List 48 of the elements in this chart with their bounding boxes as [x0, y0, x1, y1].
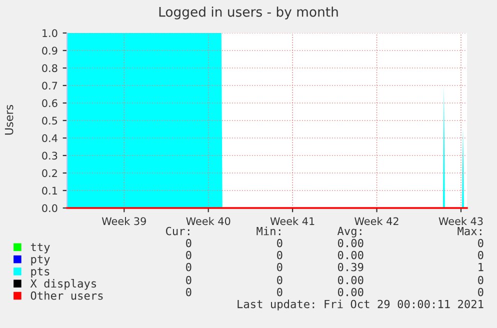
legend-label: tty [30, 243, 50, 254]
text: 0 [277, 238, 282, 248]
text: 0 [186, 262, 192, 272]
text: 0 [186, 250, 192, 260]
text: Last update: Fri Oct 29 00:00:11 2021 [238, 300, 484, 310]
text: 0.00 [338, 238, 364, 248]
y-tick-label: 0.9 [42, 46, 58, 55]
text: Avg: [337, 226, 362, 238]
text: Cur: [166, 226, 190, 236]
y-tick-label: 0.7 [42, 82, 58, 90]
y-tick-label: 0.0 [42, 204, 58, 212]
text: 0 [186, 238, 192, 248]
y-tick-label: 0.1 [42, 186, 58, 195]
x-tick-label: Week 41 [270, 217, 314, 226]
text: 0 [186, 288, 192, 296]
x-tick-label: Week 40 [186, 217, 230, 226]
y-axis-title: Users [4, 104, 14, 135]
y-tick-label: 0.6 [42, 99, 58, 108]
text: 0 [277, 276, 282, 284]
y-tick-label: 0.4 [42, 134, 58, 142]
y-tick-label: 0.2 [42, 169, 57, 178]
text: 0 [478, 276, 484, 284]
y-tick-label: 1.0 [42, 29, 58, 38]
legend-label: Other users [30, 291, 103, 300]
text: Min: [256, 226, 280, 236]
text: 0 [478, 238, 484, 248]
y-tick-label: 0.5 [42, 116, 58, 125]
text: 0 [186, 276, 192, 284]
x-tick-label: Week 42 [354, 217, 398, 226]
text: 0 [478, 250, 484, 260]
text: 0.00 [338, 276, 364, 284]
y-tick-label: 0.3 [42, 152, 58, 160]
legend-label: pts [31, 268, 50, 278]
text: 1 [478, 262, 484, 272]
x-tick-label: Week 43 [438, 217, 483, 226]
text: 0 [277, 250, 282, 260]
text: 0 [277, 262, 282, 272]
chart-title: Logged in users - by month [159, 6, 338, 20]
text: 0.00 [338, 288, 364, 296]
x-tick-label: Week 39 [102, 217, 146, 226]
text: 0 [277, 288, 282, 296]
legend-label: pty [31, 255, 50, 266]
legend-label: X displays [30, 278, 96, 290]
y-tick-label: 0.8 [42, 64, 58, 72]
text: 0 [478, 288, 484, 296]
text: 0.39 [338, 262, 364, 272]
text: 0.00 [338, 250, 364, 260]
text: Max: [458, 226, 482, 236]
